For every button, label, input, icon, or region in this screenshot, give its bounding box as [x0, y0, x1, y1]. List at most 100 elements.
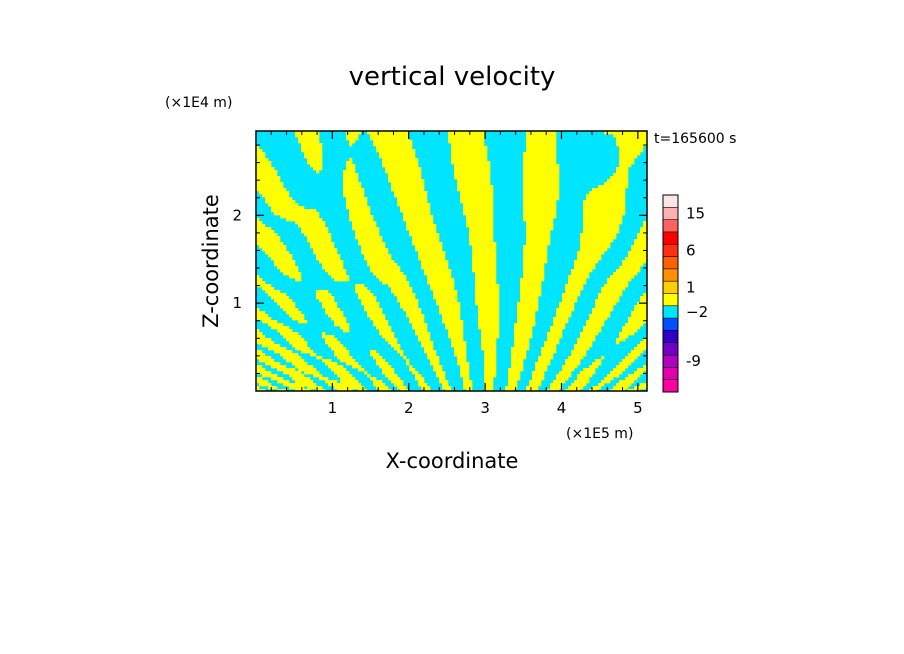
field-cell: [379, 311, 383, 315]
field-cell: [469, 152, 473, 156]
field-cell: [310, 236, 314, 240]
field-cell: [271, 236, 275, 240]
field-cell: [268, 359, 272, 363]
field-cell: [472, 149, 476, 153]
field-cell: [607, 299, 611, 303]
field-cell: [484, 359, 488, 363]
field-cell: [355, 191, 359, 195]
field-cell: [409, 149, 413, 153]
field-cell: [436, 302, 440, 306]
field-cell: [547, 203, 551, 207]
field-cell: [424, 338, 428, 342]
field-cell: [361, 302, 365, 306]
field-cell: [583, 239, 587, 243]
field-cell: [460, 341, 464, 345]
field-cell: [571, 269, 575, 273]
field-cell: [274, 182, 278, 186]
field-cell: [460, 152, 464, 156]
field-cell: [379, 308, 383, 312]
field-cell: [355, 218, 359, 222]
field-cell: [352, 380, 356, 384]
field-cell: [382, 329, 386, 333]
field-cell: [289, 308, 293, 312]
field-cell: [496, 314, 500, 318]
field-cell: [562, 380, 566, 384]
field-cell: [304, 383, 308, 387]
field-cell: [310, 143, 314, 147]
field-cell: [475, 230, 479, 234]
field-cell: [478, 170, 482, 174]
field-cell: [472, 230, 476, 234]
field-cell: [565, 296, 569, 300]
field-cell: [574, 353, 578, 357]
field-cell: [316, 221, 320, 225]
field-cell: [277, 248, 281, 252]
field-cell: [457, 320, 461, 324]
field-cell: [607, 239, 611, 243]
field-cell: [259, 365, 263, 369]
field-cell: [598, 257, 602, 261]
field-cell: [262, 179, 266, 183]
field-cell: [589, 200, 593, 204]
field-cell: [424, 332, 428, 336]
field-cell: [433, 266, 437, 270]
field-cell: [613, 185, 617, 189]
field-cell: [259, 158, 263, 162]
field-cell: [466, 131, 470, 135]
field-cell: [316, 239, 320, 243]
field-cell: [454, 164, 458, 168]
field-cell: [478, 242, 482, 246]
field-cell: [529, 203, 533, 207]
field-cell: [424, 341, 428, 345]
field-cell: [442, 260, 446, 264]
field-cell: [526, 152, 530, 156]
field-cell: [484, 278, 488, 282]
field-cell: [544, 155, 548, 159]
field-cell: [550, 173, 554, 177]
field-cell: [313, 131, 317, 135]
field-cell: [412, 173, 416, 177]
field-cell: [439, 275, 443, 279]
field-cell: [544, 194, 548, 198]
field-cell: [556, 383, 560, 387]
field-cell: [286, 329, 290, 333]
field-cell: [541, 140, 545, 144]
field-cell: [415, 323, 419, 327]
field-cell: [634, 311, 638, 315]
field-cell: [598, 296, 602, 300]
field-cell: [457, 314, 461, 318]
field-cell: [307, 221, 311, 225]
field-cell: [517, 329, 521, 333]
field-cell: [532, 182, 536, 186]
field-cell: [586, 341, 590, 345]
field-cell: [310, 137, 314, 141]
field-cell: [532, 194, 536, 198]
field-cell: [538, 221, 542, 225]
field-cell: [601, 245, 605, 249]
field-cell: [535, 200, 539, 204]
field-cell: [307, 230, 311, 234]
field-cell: [526, 275, 530, 279]
field-cell: [277, 245, 281, 249]
field-cell: [481, 275, 485, 279]
field-cell: [541, 206, 545, 210]
field-cell: [373, 314, 377, 318]
field-cell: [601, 290, 605, 294]
field-cell: [514, 380, 518, 384]
field-cell: [619, 176, 623, 180]
field-cell: [265, 341, 269, 345]
field-cell: [256, 356, 260, 360]
field-cell: [322, 236, 326, 240]
field-cell: [631, 374, 635, 378]
field-cell: [607, 218, 611, 222]
field-cell: [619, 182, 623, 186]
field-cell: [580, 239, 584, 243]
field-cell: [358, 194, 362, 198]
field-cell: [280, 266, 284, 270]
field-cell: [406, 281, 410, 285]
field-cell: [415, 317, 419, 321]
field-cell: [529, 380, 533, 384]
field-cell: [529, 212, 533, 216]
field-cell: [334, 350, 338, 354]
field-cell: [607, 221, 611, 225]
